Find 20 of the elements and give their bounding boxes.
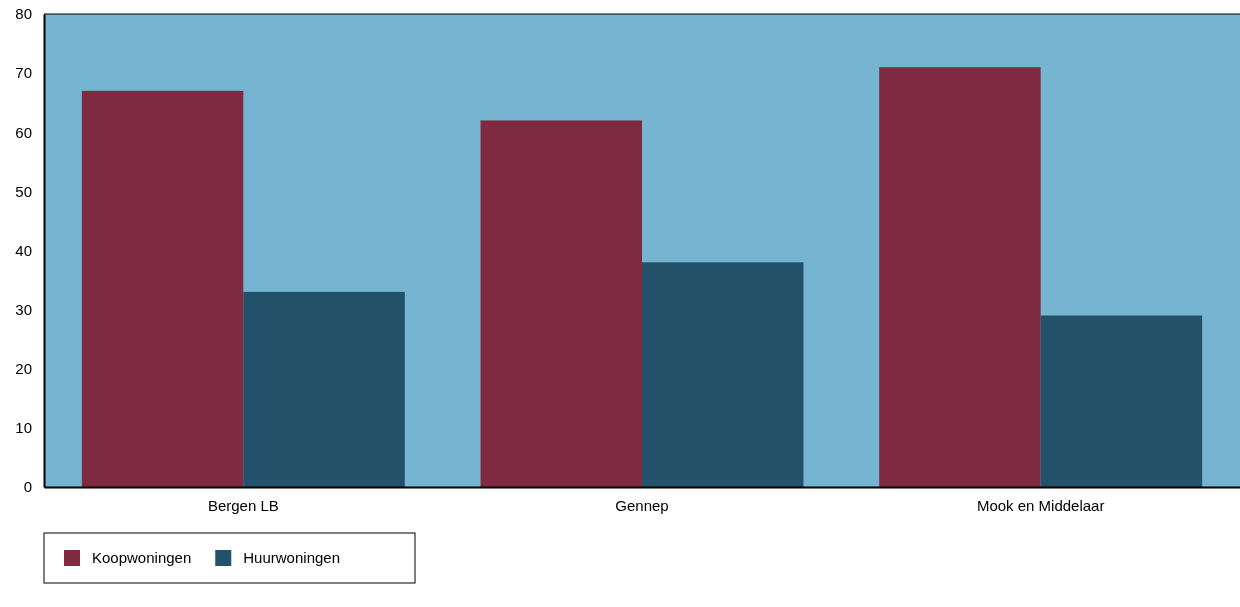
- x-tick-label: Mook en Middelaar: [976, 496, 1105, 514]
- x-tick-label: Gennep: [615, 496, 669, 514]
- bar: [81, 90, 244, 487]
- y-tick-label: 10: [15, 419, 32, 437]
- y-tick-label: 0: [23, 478, 32, 496]
- y-tick-label: 40: [15, 241, 32, 259]
- legend-label: Koopwoningen: [92, 549, 192, 566]
- bar: [879, 67, 1041, 487]
- bar: [480, 120, 642, 487]
- y-tick-label: 50: [15, 182, 32, 200]
- y-tick-label: 70: [15, 64, 32, 82]
- y-tick-label: 60: [15, 123, 32, 141]
- y-tick-label: 30: [15, 300, 32, 318]
- bar: [243, 291, 405, 487]
- bar: [1040, 315, 1203, 487]
- y-tick-label: 20: [15, 360, 32, 378]
- y-tick-label: 80: [15, 5, 32, 23]
- legend-label: Huurwoningen: [243, 549, 340, 566]
- bar: [642, 262, 804, 487]
- x-tick-label: Bergen LB: [207, 496, 279, 514]
